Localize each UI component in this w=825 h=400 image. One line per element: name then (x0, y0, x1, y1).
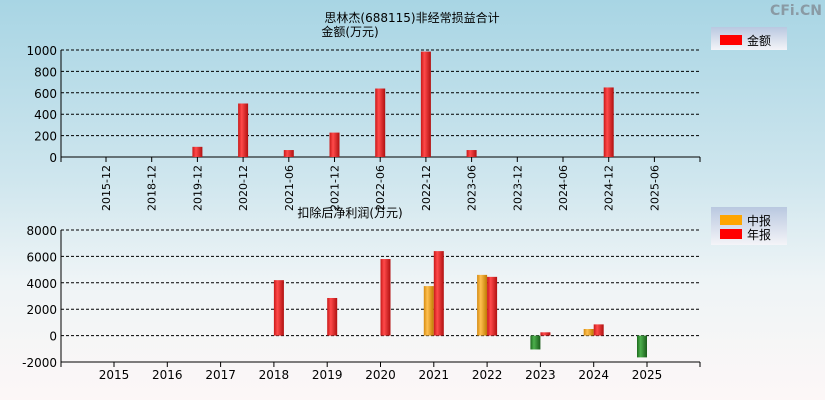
chart1-title: 思林杰(688115)非经常损益合计 (324, 10, 499, 25)
x-tick-label: 2025-06 (648, 165, 661, 211)
x-tick-label: 2021 (419, 368, 450, 382)
legend-swatch (720, 229, 742, 239)
bar-年报 (433, 251, 444, 336)
bar-年报 (273, 280, 284, 336)
bar-年报 (540, 332, 551, 336)
x-tick-label: 2024-06 (557, 165, 570, 211)
y-tick-label: 8000 (26, 224, 57, 238)
x-tick-label: 2020-12 (237, 165, 250, 211)
bar-年报 (487, 276, 498, 336)
y-tick-label: 1000 (26, 44, 57, 58)
y-tick-label: 0 (49, 330, 57, 344)
legend-label: 中报 (747, 213, 771, 228)
bar-金额 (238, 103, 249, 157)
x-tick-label: 2015 (99, 368, 130, 382)
bar-金额 (420, 51, 431, 158)
x-tick-label: 2022 (472, 368, 503, 382)
bar-年报 (327, 297, 338, 336)
x-tick-label: 2021-12 (329, 165, 342, 211)
y-tick-label: 200 (34, 130, 57, 144)
bar-中报 (477, 274, 488, 336)
y-tick-label: 600 (34, 87, 57, 101)
x-tick-label: 2015-12 (100, 165, 113, 211)
bar-年报 (593, 324, 604, 336)
bar-金额 (466, 150, 477, 157)
x-tick-label: 2023-06 (466, 165, 479, 211)
bar-金额 (603, 87, 614, 157)
x-tick-label: 2025 (632, 368, 663, 382)
y-tick-label: 0 (49, 151, 57, 165)
x-tick-label: 2023-12 (511, 165, 524, 211)
bar-中报 (583, 329, 594, 336)
x-tick-label: 2023 (525, 368, 556, 382)
y-tick-label: 4000 (26, 277, 57, 291)
bar-中报 (637, 335, 647, 358)
x-tick-label: 2020 (365, 368, 396, 382)
chart2-title: 扣除后净利润(万元) (297, 205, 402, 220)
bar-金额 (192, 146, 203, 157)
y-tick-label: 2000 (26, 303, 57, 317)
y-tick-label: 400 (34, 108, 57, 122)
y-tick-label: 6000 (26, 250, 57, 264)
bar-金额 (375, 88, 386, 157)
bar-金额 (283, 150, 294, 157)
bar-中报 (423, 286, 434, 336)
bar-中报 (530, 335, 541, 350)
x-tick-label: 2019 (312, 368, 343, 382)
x-tick-label: 2018-12 (146, 165, 159, 211)
x-tick-label: 2019-12 (191, 165, 204, 211)
bar-年报 (380, 259, 391, 336)
x-tick-label: 2018 (259, 368, 290, 382)
watermark: CFi.CN (770, 3, 822, 19)
x-tick-label: 2017 (205, 368, 236, 382)
chart1-ylabel: 金额(万元) (321, 24, 378, 39)
x-tick-label: 2016 (152, 368, 183, 382)
x-tick-label: 2022-12 (420, 165, 433, 211)
x-tick-label: 2024-12 (603, 165, 616, 211)
x-tick-label: 2021-06 (283, 165, 296, 211)
y-tick-label: 800 (34, 65, 57, 79)
x-tick-label: 2022-06 (374, 165, 387, 211)
x-tick-label: 2024 (578, 368, 609, 382)
legend-swatch (720, 35, 742, 45)
legend-label: 金额 (747, 33, 771, 48)
bar-金额 (329, 132, 340, 157)
legend-swatch (720, 215, 742, 225)
y-tick-label: -2000 (22, 356, 57, 370)
legend-label: 年报 (747, 227, 771, 242)
